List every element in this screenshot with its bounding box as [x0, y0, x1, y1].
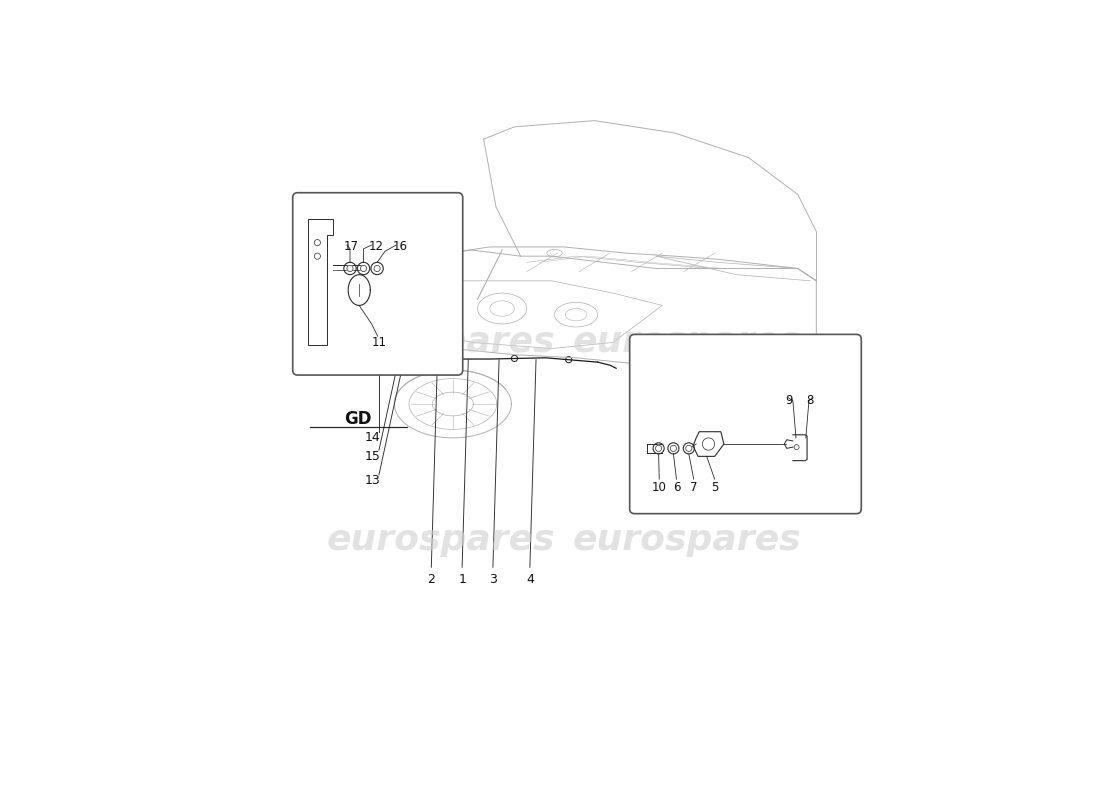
Text: 2: 2 — [428, 573, 436, 586]
Text: 14: 14 — [365, 431, 381, 444]
Circle shape — [361, 266, 366, 271]
Text: 6: 6 — [673, 481, 680, 494]
Circle shape — [685, 446, 692, 451]
Circle shape — [670, 446, 676, 451]
Text: 1: 1 — [459, 573, 466, 586]
Text: 8: 8 — [806, 394, 814, 407]
Text: 13: 13 — [365, 474, 381, 487]
FancyBboxPatch shape — [629, 334, 861, 514]
Text: 9: 9 — [784, 394, 792, 407]
Text: 16: 16 — [393, 241, 408, 254]
Circle shape — [346, 266, 353, 271]
Text: eurospares: eurospares — [573, 326, 801, 359]
Text: GD: GD — [343, 410, 371, 429]
Text: 10: 10 — [652, 481, 667, 494]
Text: 11: 11 — [372, 336, 386, 349]
Text: 4: 4 — [526, 573, 534, 586]
Text: 3: 3 — [490, 573, 497, 586]
Circle shape — [656, 446, 662, 451]
FancyBboxPatch shape — [293, 193, 463, 375]
Text: 12: 12 — [368, 241, 384, 254]
Text: 17: 17 — [343, 241, 359, 254]
Text: eurospares: eurospares — [327, 522, 554, 557]
Circle shape — [374, 266, 381, 271]
Text: 15: 15 — [365, 450, 381, 463]
Text: eurospares: eurospares — [327, 326, 554, 359]
Text: 5: 5 — [711, 481, 718, 494]
Text: eurospares: eurospares — [573, 522, 801, 557]
Text: 7: 7 — [690, 481, 697, 494]
